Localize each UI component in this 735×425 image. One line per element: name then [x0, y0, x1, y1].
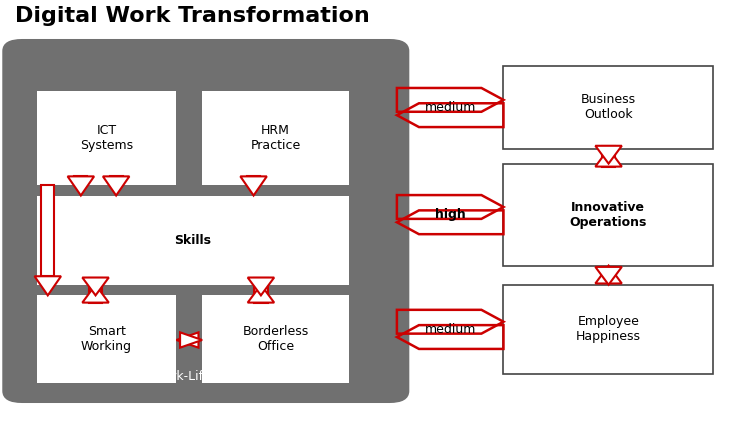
Text: Business
Outlook: Business Outlook [581, 94, 636, 121]
Text: Work-Life Culture: Work-Life Culture [151, 370, 260, 383]
Polygon shape [595, 146, 622, 164]
Polygon shape [82, 285, 109, 303]
Text: Smart
Working: Smart Working [81, 325, 132, 353]
Bar [247, 176, 260, 185]
Text: medium: medium [425, 323, 476, 336]
Text: ICT
Systems: ICT Systems [80, 124, 133, 152]
Bar [602, 267, 615, 283]
Text: Employee
Happiness: Employee Happiness [576, 315, 641, 343]
Text: Skills: Skills [174, 234, 212, 246]
Bar [41, 185, 54, 276]
Bar [37, 295, 176, 382]
Text: medium: medium [425, 101, 476, 114]
Polygon shape [595, 149, 622, 167]
Bar [180, 336, 198, 344]
Bar [202, 91, 349, 185]
Bar [503, 164, 713, 266]
Bar [503, 66, 713, 149]
Polygon shape [176, 332, 198, 348]
Polygon shape [180, 332, 202, 348]
FancyBboxPatch shape [4, 40, 408, 402]
Polygon shape [82, 278, 109, 295]
Bar [89, 278, 102, 303]
Bar [602, 146, 615, 167]
Text: high: high [435, 208, 465, 221]
Bar [503, 285, 713, 374]
Bar [37, 91, 176, 185]
Polygon shape [103, 176, 129, 196]
Bar [74, 176, 87, 185]
Text: Innovative
Operations: Innovative Operations [570, 201, 647, 229]
Text: HRM
Practice: HRM Practice [251, 124, 301, 152]
Bar [110, 176, 123, 185]
Text: Digital Work Transformation: Digital Work Transformation [15, 6, 370, 26]
Polygon shape [595, 266, 622, 283]
Bar [202, 295, 349, 382]
Polygon shape [35, 276, 61, 295]
Bar [37, 196, 349, 285]
Polygon shape [240, 176, 267, 196]
Polygon shape [248, 285, 274, 303]
Text: Borderless
Office: Borderless Office [243, 325, 309, 353]
Bar [254, 278, 268, 303]
Polygon shape [595, 267, 622, 285]
Polygon shape [248, 278, 274, 295]
Polygon shape [68, 176, 94, 196]
